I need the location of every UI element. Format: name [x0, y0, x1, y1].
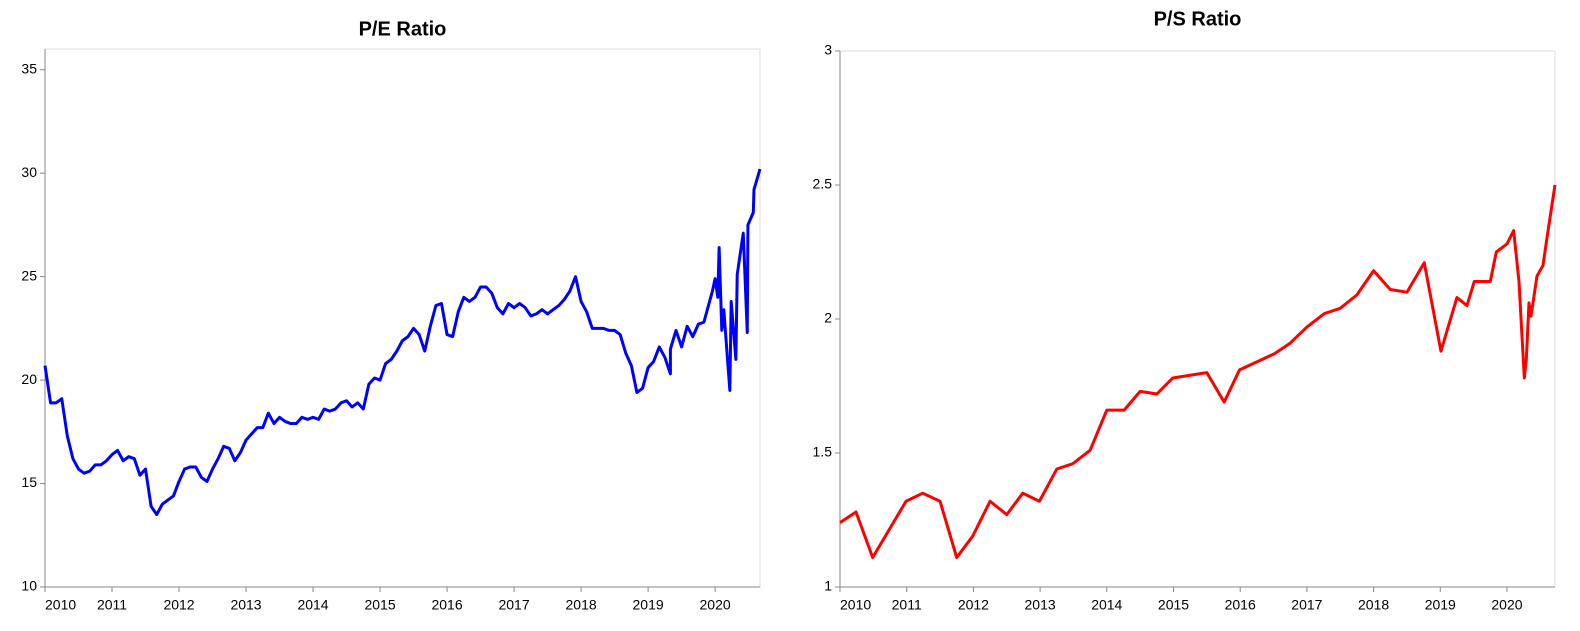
- y-tick-label: 2: [824, 310, 832, 326]
- y-tick-label: 35: [21, 60, 37, 76]
- data-line: [839, 184, 1557, 560]
- y-tick-label: 3: [824, 42, 832, 58]
- data-line: [43, 168, 762, 517]
- x-tick-label: 2014: [1091, 597, 1122, 613]
- y-tick-label: 25: [21, 267, 37, 283]
- x-tick-label: 2012: [958, 597, 989, 613]
- x-tick-label: 2016: [1225, 597, 1256, 613]
- y-tick-label: 1.5: [813, 444, 833, 460]
- x-tick-label: 2020: [700, 597, 731, 613]
- x-tick-label: 2016: [431, 597, 462, 613]
- y-tick-label: 10: [21, 578, 37, 594]
- y-tick-label: 15: [21, 474, 37, 490]
- x-tick-label: 2020: [1491, 597, 1522, 613]
- chart-title: P/E Ratio: [359, 18, 447, 40]
- x-tick-label: 2011: [892, 597, 922, 613]
- x-tick-label: 2012: [163, 597, 194, 613]
- x-tick-label: 2017: [498, 597, 529, 613]
- chart-title: P/S Ratio: [1154, 8, 1242, 30]
- x-tick-label: 2017: [1291, 597, 1322, 613]
- y-tick-label: 30: [21, 164, 37, 180]
- x-tick-label: 2018: [566, 597, 597, 613]
- y-tick-label: 2.5: [813, 176, 833, 192]
- y-tick-label: 20: [21, 371, 37, 387]
- x-tick-label: 2018: [1358, 597, 1389, 613]
- x-tick-label: 2013: [230, 597, 261, 613]
- x-tick-label: 2010: [840, 597, 871, 613]
- x-tick-label: 2019: [1425, 597, 1456, 613]
- x-tick-label: 2015: [1158, 597, 1189, 613]
- x-tick-label: 2013: [1025, 597, 1056, 613]
- x-tick-label: 2014: [297, 597, 328, 613]
- x-tick-label: 2011: [97, 597, 127, 613]
- x-tick-label: 2015: [364, 597, 395, 613]
- y-tick-label: 1: [824, 578, 832, 594]
- x-tick-label: 2010: [45, 597, 76, 613]
- x-tick-label: 2019: [633, 597, 664, 613]
- plot-frame: [839, 50, 1556, 588]
